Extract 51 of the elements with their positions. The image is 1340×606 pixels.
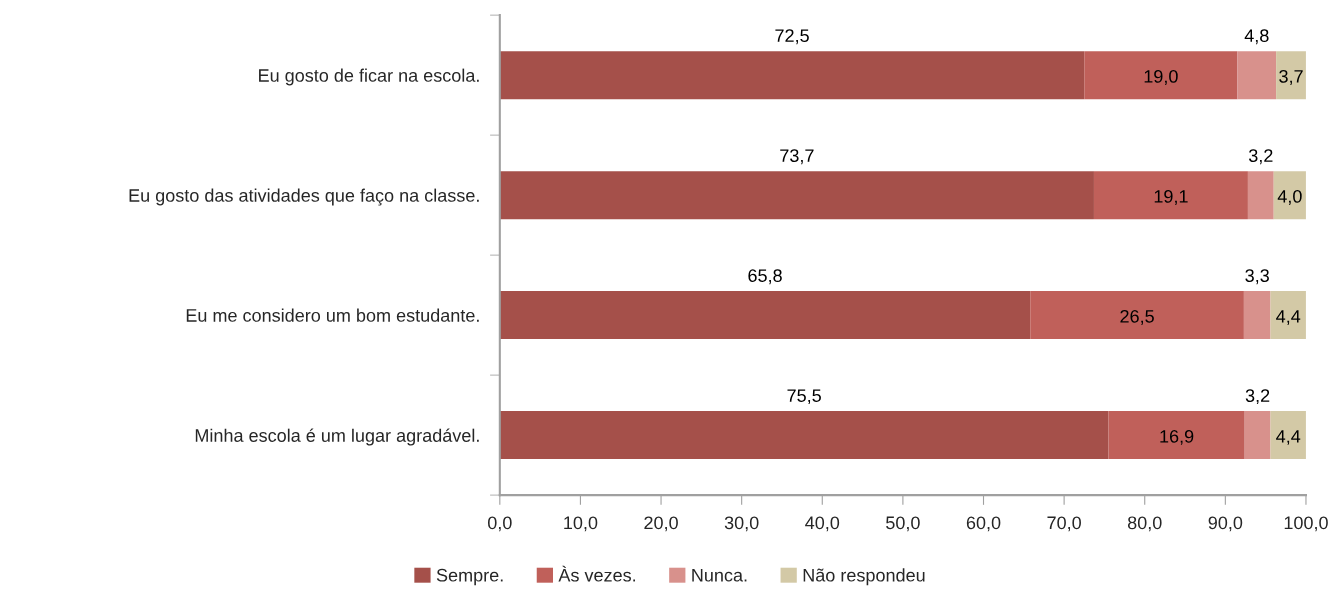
x-tick-label: 60,0: [966, 516, 1001, 532]
data-label: 73,7: [780, 149, 814, 165]
bar: [1108, 411, 1245, 460]
data-label: 4,0: [1277, 189, 1302, 205]
x-tick-label: 90,0: [1208, 516, 1243, 532]
legend-label: Não respondeu: [803, 568, 925, 586]
legend-label: Sempre.: [436, 568, 503, 586]
x-tick-label: 0,0: [487, 516, 512, 532]
bar: [1276, 51, 1306, 100]
data-label: 19,0: [1144, 69, 1178, 85]
bar: [499, 171, 1094, 220]
bar: [499, 411, 1109, 460]
x-tick-label: 30,0: [724, 516, 759, 532]
legend-label: Às vezes.: [558, 565, 636, 582]
y-tick-label: Minha escola é um lugar agradável.: [195, 428, 479, 446]
bar: [1030, 291, 1244, 340]
bar: [1084, 51, 1238, 100]
data-label: 65,8: [748, 269, 782, 285]
data-label: 3,2: [1245, 389, 1270, 405]
data-label: 4,4: [1276, 430, 1301, 445]
x-tick-label: 40,0: [805, 516, 840, 532]
x-tick-label: 50,0: [886, 516, 920, 532]
bar: [499, 291, 1031, 340]
y-tick-label: Eu gosto de ficar na escola.: [259, 68, 479, 86]
data-label: 4,8: [1244, 29, 1269, 45]
x-tick-label: 70,0: [1047, 516, 1081, 532]
x-tick-label: 100,0: [1284, 516, 1328, 532]
bar: [1270, 291, 1306, 340]
bar: [1243, 291, 1271, 340]
x-tick-label: 80,0: [1127, 516, 1162, 532]
x-tick-label: 20,0: [644, 516, 678, 532]
bar: [1093, 171, 1248, 220]
data-label: 19,1: [1154, 189, 1188, 205]
data-label: 26,5: [1120, 309, 1154, 325]
legend-label: Nunca.: [692, 569, 747, 582]
bar: [499, 51, 1085, 100]
bar: [1270, 411, 1306, 460]
x-tick-label: 10,0: [564, 516, 598, 532]
data-label: 3,3: [1245, 269, 1269, 285]
data-label: 72,5: [775, 29, 809, 45]
bar: [1237, 51, 1277, 100]
data-label: 4,4: [1276, 310, 1301, 325]
data-label: 75,5: [787, 389, 821, 405]
y-tick-label: Eu me considero um bom estudante.: [186, 308, 479, 322]
data-label: 3,7: [1279, 69, 1303, 85]
bar: [1273, 171, 1306, 220]
bar: [1244, 411, 1271, 460]
data-label: 16,9: [1160, 429, 1194, 445]
y-tick-label: Eu gosto das atividades que faço na classe.: [129, 188, 479, 206]
data-label: 3,2: [1248, 149, 1273, 165]
bar: [1247, 171, 1274, 220]
